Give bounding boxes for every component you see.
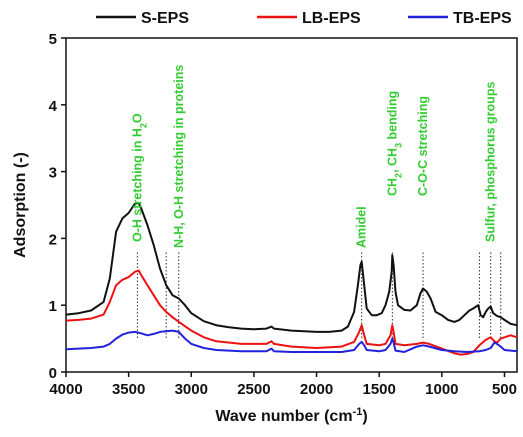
legend-label: TB-EPS: [453, 10, 512, 27]
x-tick-label: 2000: [300, 381, 333, 398]
annotation-sub: 2: [138, 123, 148, 128]
series-line-s-eps: [65, 202, 518, 333]
annotation-lines: [136, 252, 502, 338]
x-axis-title-main: Wave number (cm: [215, 408, 352, 425]
y-tick-label: 2: [49, 231, 57, 248]
annotation-label-oh: O-H stretching in H2O: [130, 113, 148, 242]
x-axis-title-sup: -1: [353, 406, 363, 418]
annotation-tail: bending: [385, 91, 399, 143]
annotation-sub2: 3: [393, 143, 403, 148]
x-axis: 4000 3500 3000 2500 2000 1500 1000 500: [49, 372, 517, 398]
annotation-text: O-H stretching in H: [130, 128, 144, 242]
annotation-label-nh: N-H, O-H stretching in proteins: [172, 65, 186, 248]
x-tick-label: 500: [492, 381, 517, 398]
annotation-tail: O: [130, 113, 144, 123]
annotation-labels: O-H stretching in H2O N-H, O-H stretching…: [130, 65, 497, 248]
series-line-lb-eps: [65, 269, 518, 356]
legend-label: S-EPS: [141, 10, 189, 27]
x-tick-label: 3500: [112, 381, 145, 398]
x-tick-label: 2500: [237, 381, 270, 398]
plot-frame: [65, 37, 518, 373]
annotation-label-ch: CH2, CH3 bending: [385, 91, 403, 196]
y-tick-label: 0: [49, 365, 57, 382]
annotation-text: AmideI: [355, 206, 369, 248]
x-tick-label: 4000: [49, 381, 82, 398]
plot-area: O-H stretching in H2O N-H, O-H stretching…: [65, 37, 518, 373]
annotation-label-coc: C-O-C stretching: [416, 96, 430, 196]
series-line-tb-eps: [65, 329, 518, 353]
legend: S-EPS LB-EPS TB-EPS: [96, 10, 512, 27]
annotation-label-sp: Sulfur, phosphorus groups: [484, 82, 498, 242]
x-tick-label: 3000: [175, 381, 208, 398]
legend-label: LB-EPS: [302, 10, 361, 27]
annotation-text: Sulfur, phosphorus groups: [484, 82, 498, 242]
annotation-text: CH: [385, 178, 399, 196]
annotation-mid: , CH: [385, 148, 399, 173]
x-axis-title-end: ): [362, 408, 367, 425]
series-group: [65, 202, 518, 356]
y-axis-title: Adsorption (-): [12, 152, 29, 258]
x-axis-title: Wave number (cm-1): [215, 406, 367, 425]
annotation-label-amide: AmideI: [355, 206, 369, 248]
y-tick-label: 3: [49, 165, 57, 182]
y-tick-label: 1: [49, 298, 57, 315]
annotation-text: N-H, O-H stretching in proteins: [172, 65, 186, 248]
x-tick-label: 1500: [363, 381, 396, 398]
y-tick-label: 5: [49, 31, 57, 48]
y-axis: 0 1 2 3 4 5: [49, 31, 66, 382]
y-tick-label: 4: [49, 98, 58, 115]
x-tick-label: 1000: [425, 381, 458, 398]
annotation-sub: 2: [393, 173, 403, 178]
annotation-text: C-O-C stretching: [416, 96, 430, 196]
